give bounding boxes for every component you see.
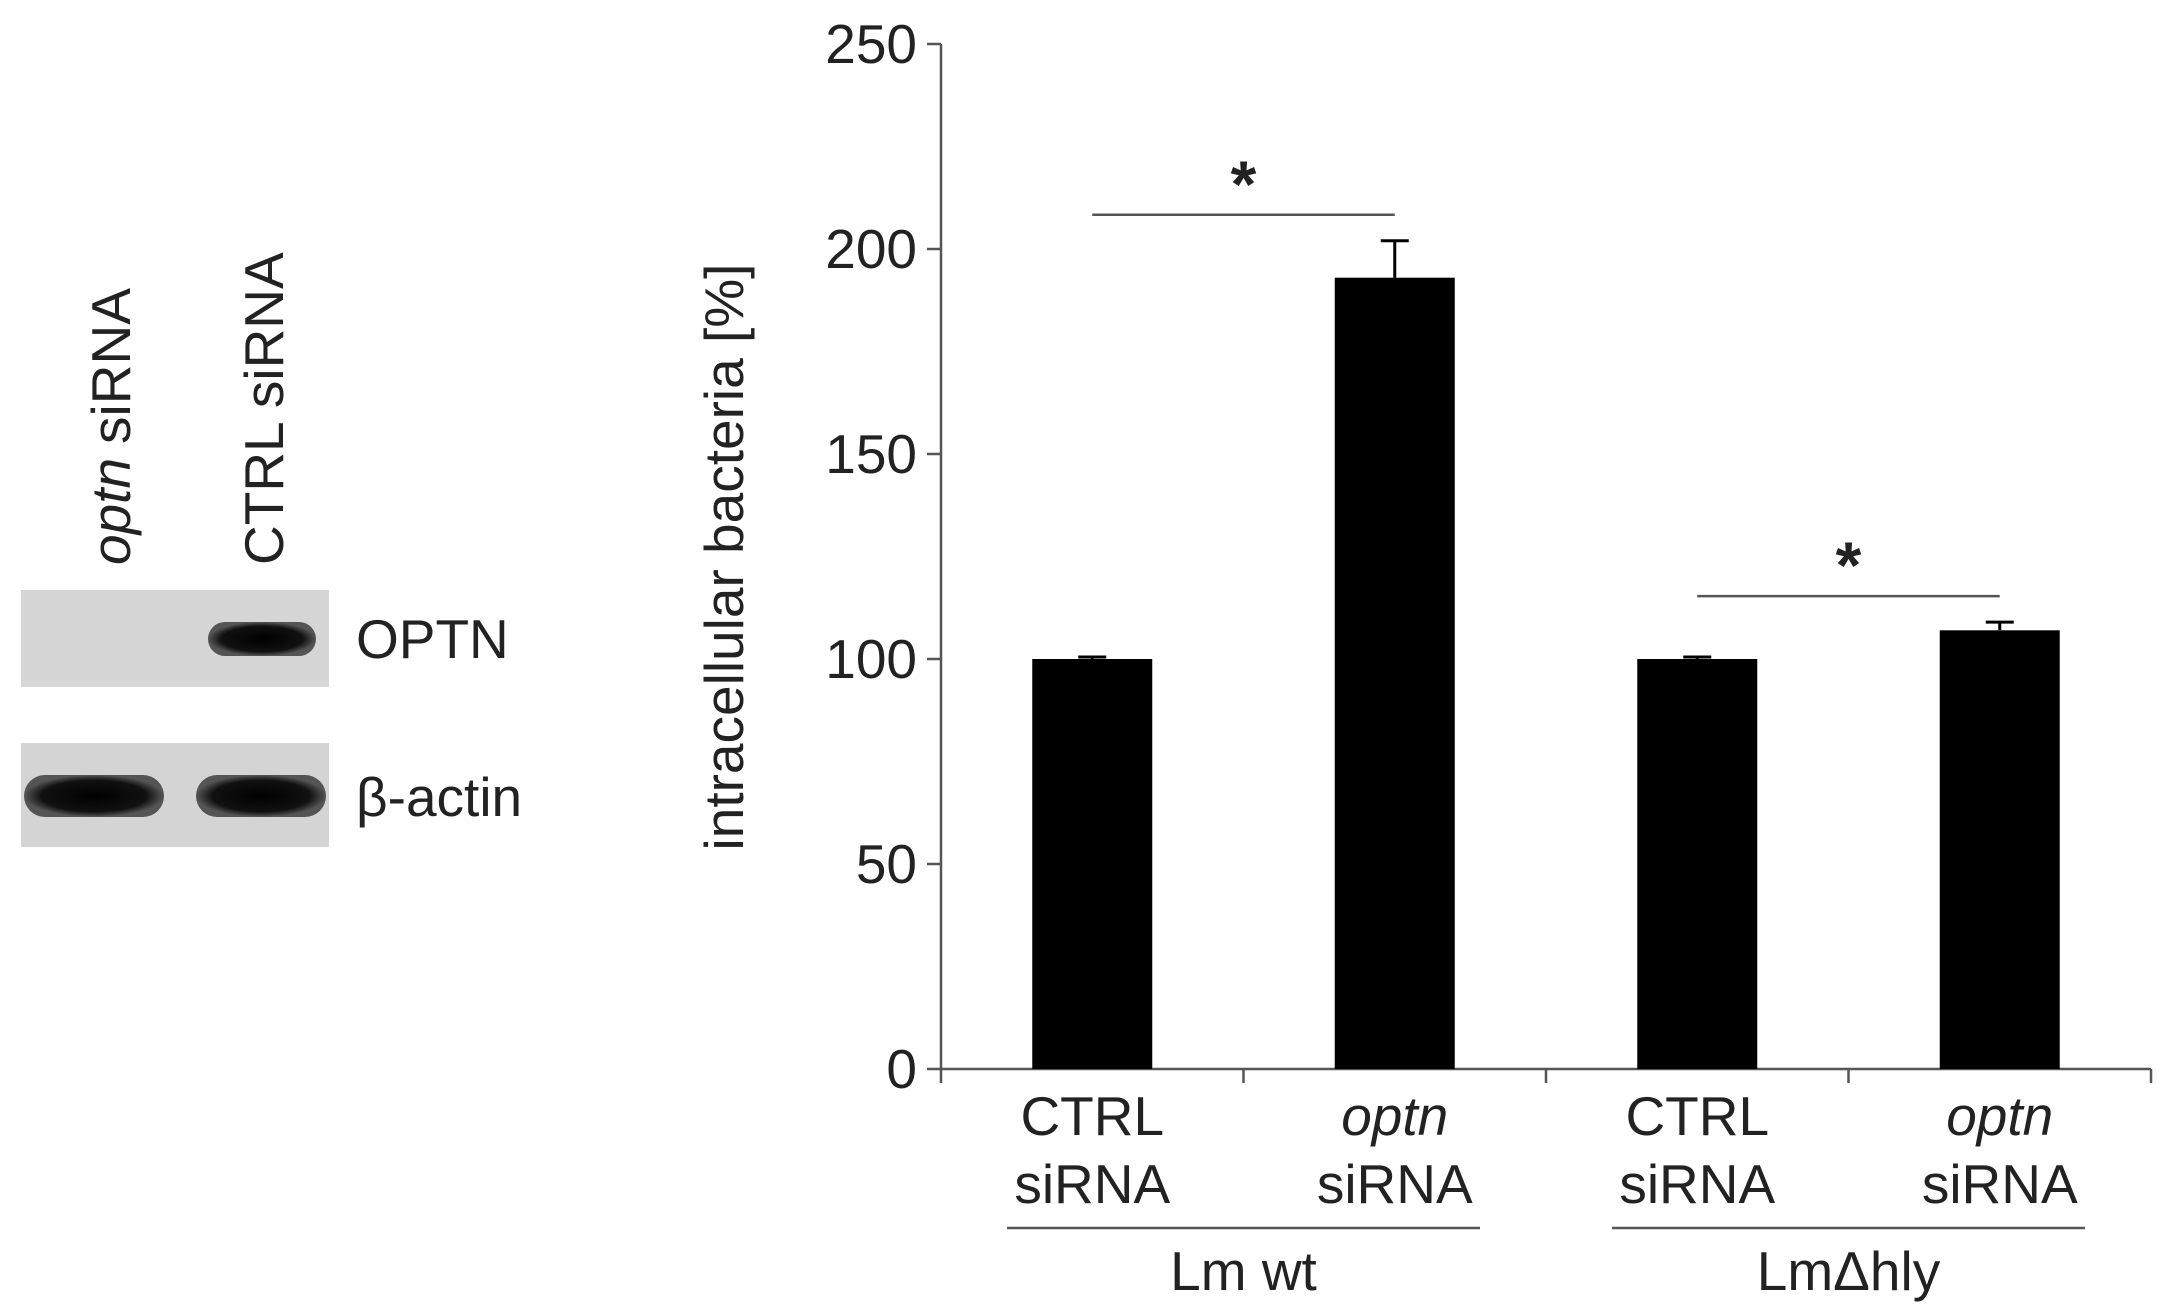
lane-label: CTRL siRNA	[233, 252, 295, 565]
lane-gene: optn	[80, 458, 142, 565]
significance-label: *	[1231, 147, 1257, 221]
bar	[1637, 659, 1758, 1069]
y-tick-label: 150	[825, 423, 917, 485]
blot-row-label: OPTN	[356, 608, 509, 670]
group-label: LmΔhly	[1757, 1240, 1941, 1302]
error-bar	[1078, 655, 1107, 659]
lane-label: optn siRNA	[80, 288, 142, 565]
error-bar	[1683, 655, 1712, 659]
x-tick-label: optn siRNA	[1922, 1085, 2078, 1215]
y-tick-label: 200	[825, 218, 917, 280]
blot-band	[24, 775, 164, 817]
y-axis-label: intracellular bacteria [%]	[693, 264, 755, 851]
x-tick-label-line: optn	[1946, 1085, 2053, 1147]
x-tick-label: CTRL siRNA	[1014, 1085, 1170, 1215]
y-tick-label: 50	[856, 833, 917, 895]
western-blot: optn siRNA CTRL siRNA OPTN β-actin	[21, 252, 522, 847]
lane-text: siRNA	[80, 288, 142, 444]
y-tick-label: 250	[825, 13, 917, 75]
x-tick-label-line: CTRL	[1625, 1085, 1769, 1147]
bar	[1032, 659, 1153, 1069]
y-tick-label: 100	[825, 628, 917, 690]
x-tick-label-line: siRNA	[1014, 1153, 1170, 1215]
blot-band	[208, 622, 316, 656]
x-tick-label: CTRL siRNA	[1619, 1085, 1775, 1215]
x-tick-label-line: CTRL	[1020, 1085, 1164, 1147]
bar	[1334, 277, 1455, 1069]
x-tick-label-line: optn	[1341, 1085, 1448, 1147]
blot-row-label: β-actin	[356, 766, 522, 828]
x-tick-label: optn siRNA	[1317, 1085, 1473, 1215]
x-tick-label-line: siRNA	[1619, 1153, 1775, 1215]
group-label: Lm wt	[1170, 1240, 1317, 1302]
error-bar	[1985, 620, 2014, 631]
y-tick-label: 0	[886, 1038, 917, 1100]
x-tick-label-line: siRNA	[1317, 1153, 1473, 1215]
error-bar	[1380, 239, 1409, 278]
bar	[1939, 630, 2060, 1069]
blot-band	[196, 775, 326, 817]
x-tick-label-line: siRNA	[1922, 1153, 2078, 1215]
significance-label: *	[1836, 528, 1862, 602]
